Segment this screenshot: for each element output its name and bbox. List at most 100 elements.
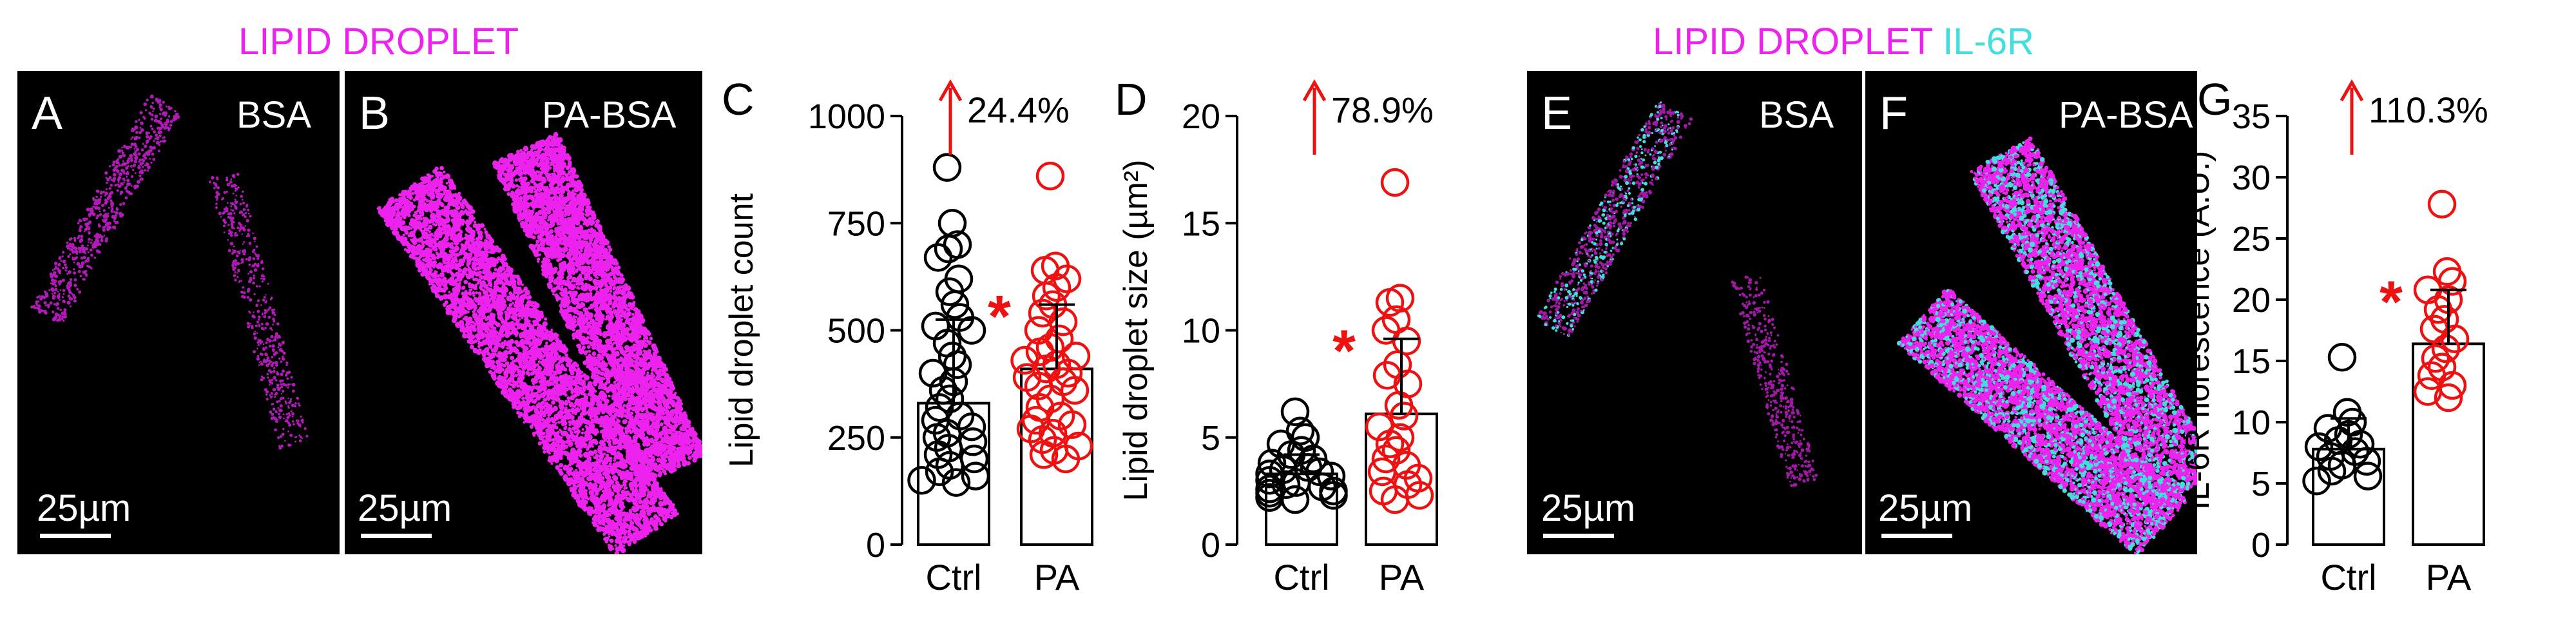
y-axis-label: Lipid droplet count bbox=[723, 193, 760, 467]
data-point-pa bbox=[1380, 168, 1410, 197]
data-point-ctrl bbox=[1280, 485, 1310, 514]
scale-bar-b bbox=[361, 534, 432, 538]
y-tick-label: 10 bbox=[1182, 312, 1220, 351]
data-point-pa bbox=[1057, 410, 1087, 440]
data-point-pa bbox=[1060, 376, 1090, 405]
micrograph-panel-a: A BSA 25µm bbox=[17, 71, 340, 554]
data-point-ctrl bbox=[928, 376, 958, 405]
data-point-ctrl bbox=[943, 350, 972, 379]
data-point-ctrl bbox=[940, 290, 970, 319]
data-point-pa bbox=[1371, 444, 1401, 474]
myocyte-cell-e1 bbox=[1537, 101, 1693, 337]
scale-bar-f bbox=[1881, 534, 1952, 538]
micrograph-panel-b: B PA-BSA 25µm bbox=[345, 71, 702, 554]
panel-letter-e: E bbox=[1541, 88, 1573, 139]
data-point-pa bbox=[1380, 485, 1410, 514]
data-point-ctrl bbox=[2327, 343, 2357, 372]
data-point-pa bbox=[1032, 282, 1061, 311]
chart-svg: C 0 250 500 750 1000 Lipid droplet count Ctrl PA… bbox=[722, 74, 1093, 597]
data-point-pa bbox=[1035, 384, 1065, 414]
data-point-pa bbox=[1375, 429, 1405, 458]
data-point-pa bbox=[2440, 324, 2470, 354]
data-point-pa bbox=[2427, 189, 2457, 219]
y-tick-label: 0 bbox=[1201, 526, 1220, 565]
significance-star: * bbox=[988, 284, 1011, 350]
y-tick-label: 5 bbox=[1201, 419, 1220, 458]
micrograph-panel-e: E BSA 25µm bbox=[1527, 71, 1862, 554]
lipid-droplet-header-right-lipid: LIPID DROPLET bbox=[1653, 21, 1933, 63]
x-tick-label-ctrl: Ctrl bbox=[925, 557, 981, 597]
data-point-pa bbox=[1367, 457, 1397, 487]
myocyte-cell-b2 bbox=[492, 131, 702, 487]
data-point-pa bbox=[1381, 436, 1411, 465]
data-point-pa bbox=[1392, 326, 1421, 356]
data-point-ctrl bbox=[2317, 456, 2347, 486]
micrograph-image bbox=[1896, 136, 2197, 554]
data-point-pa bbox=[1052, 264, 1082, 293]
data-point-pa bbox=[1051, 444, 1081, 474]
panel-letter-g: G bbox=[2197, 74, 2232, 124]
panel-letter-a: A bbox=[32, 88, 63, 139]
treatment-label-a: BSA bbox=[236, 94, 312, 136]
myocyte-cell-a2 bbox=[208, 173, 309, 450]
y-tick-label: 25 bbox=[2232, 220, 2271, 258]
micrograph-panel-f: F PA-BSA 25µm bbox=[1865, 71, 2197, 554]
micrograph-image bbox=[30, 94, 309, 450]
data-point-pa bbox=[2421, 344, 2450, 373]
data-point-pa bbox=[2431, 334, 2461, 364]
percent-increase-label: 110.3% bbox=[2369, 90, 2488, 130]
scale-label-a: 25µm bbox=[37, 487, 131, 529]
y-tick-label: 15 bbox=[1182, 204, 1220, 243]
y-tick-label: 0 bbox=[866, 526, 885, 565]
data-point-ctrl bbox=[932, 153, 962, 182]
y-axis-label: IL-6R florescence (A.U.) bbox=[2179, 151, 2216, 510]
data-point-ctrl bbox=[934, 234, 963, 264]
panel-letter-b: B bbox=[359, 88, 390, 139]
data-point-pa bbox=[1029, 440, 1059, 469]
increase-arrow-head bbox=[938, 79, 963, 102]
data-point-pa bbox=[2437, 267, 2467, 296]
data-point-ctrl bbox=[2353, 461, 2383, 490]
panel-letter-d: D bbox=[1115, 74, 1148, 124]
increase-arrow-head bbox=[2340, 79, 2364, 102]
scale-label-e: 25µm bbox=[1541, 487, 1636, 529]
y-tick-label: 5 bbox=[2251, 465, 2271, 503]
x-tick-label-pa: PA bbox=[1034, 557, 1080, 597]
data-point-ctrl bbox=[935, 277, 965, 306]
treatment-label-f: PA-BSA bbox=[2059, 94, 2193, 136]
data-point-ctrl bbox=[941, 468, 971, 497]
y-tick-label: 250 bbox=[827, 419, 885, 458]
treatment-label-b: PA-BSA bbox=[542, 94, 677, 136]
myocyte-cell-f1 bbox=[1896, 289, 2187, 554]
data-point-ctrl bbox=[1319, 481, 1348, 510]
myocyte-cell-a1 bbox=[30, 94, 180, 322]
data-point-pa bbox=[1042, 273, 1072, 302]
myocyte-cell-f2 bbox=[1970, 136, 2197, 507]
scale-bar-e bbox=[1543, 534, 1614, 538]
y-tick-label: 750 bbox=[827, 204, 885, 243]
data-point-ctrl bbox=[1280, 397, 1310, 427]
x-tick-label-ctrl: Ctrl bbox=[1273, 557, 1329, 597]
panel-letter-f: F bbox=[1879, 88, 1908, 139]
data-point-ctrl bbox=[1316, 461, 1346, 490]
data-point-pa bbox=[1061, 342, 1091, 371]
data-point-ctrl bbox=[1255, 460, 1284, 489]
panel-letter-c: C bbox=[722, 74, 755, 124]
data-point-ctrl bbox=[961, 461, 990, 490]
lipid-droplet-header-left: LIPID DROPLET bbox=[238, 21, 519, 63]
lipid-droplet-header-right: LIPID DROPLET IL-6R bbox=[1653, 23, 2034, 61]
chart-svg: D 0 5 10 15 20 Lipid droplet size (µm²) Ctrl PA *… bbox=[1115, 74, 1438, 597]
data-point-ctrl bbox=[1305, 457, 1334, 487]
percent-increase-label: 24.4% bbox=[967, 90, 1070, 130]
il6r-header: IL-6R bbox=[1943, 21, 2035, 63]
y-tick-label: 0 bbox=[2251, 526, 2271, 565]
chart-panel-g: G 0 5 10 15 20 25 30 35 IL-6R florescence (A.U.) C… bbox=[2179, 71, 2571, 625]
micrograph-image bbox=[1537, 101, 1818, 487]
y-tick-label: 10 bbox=[2232, 403, 2271, 442]
data-point-pa bbox=[2413, 377, 2443, 406]
myocyte-cell-b1 bbox=[376, 166, 679, 554]
micrograph-image bbox=[376, 131, 702, 554]
data-point-ctrl bbox=[957, 316, 986, 345]
data-point-pa bbox=[1375, 288, 1405, 317]
data-point-pa bbox=[1383, 350, 1412, 379]
